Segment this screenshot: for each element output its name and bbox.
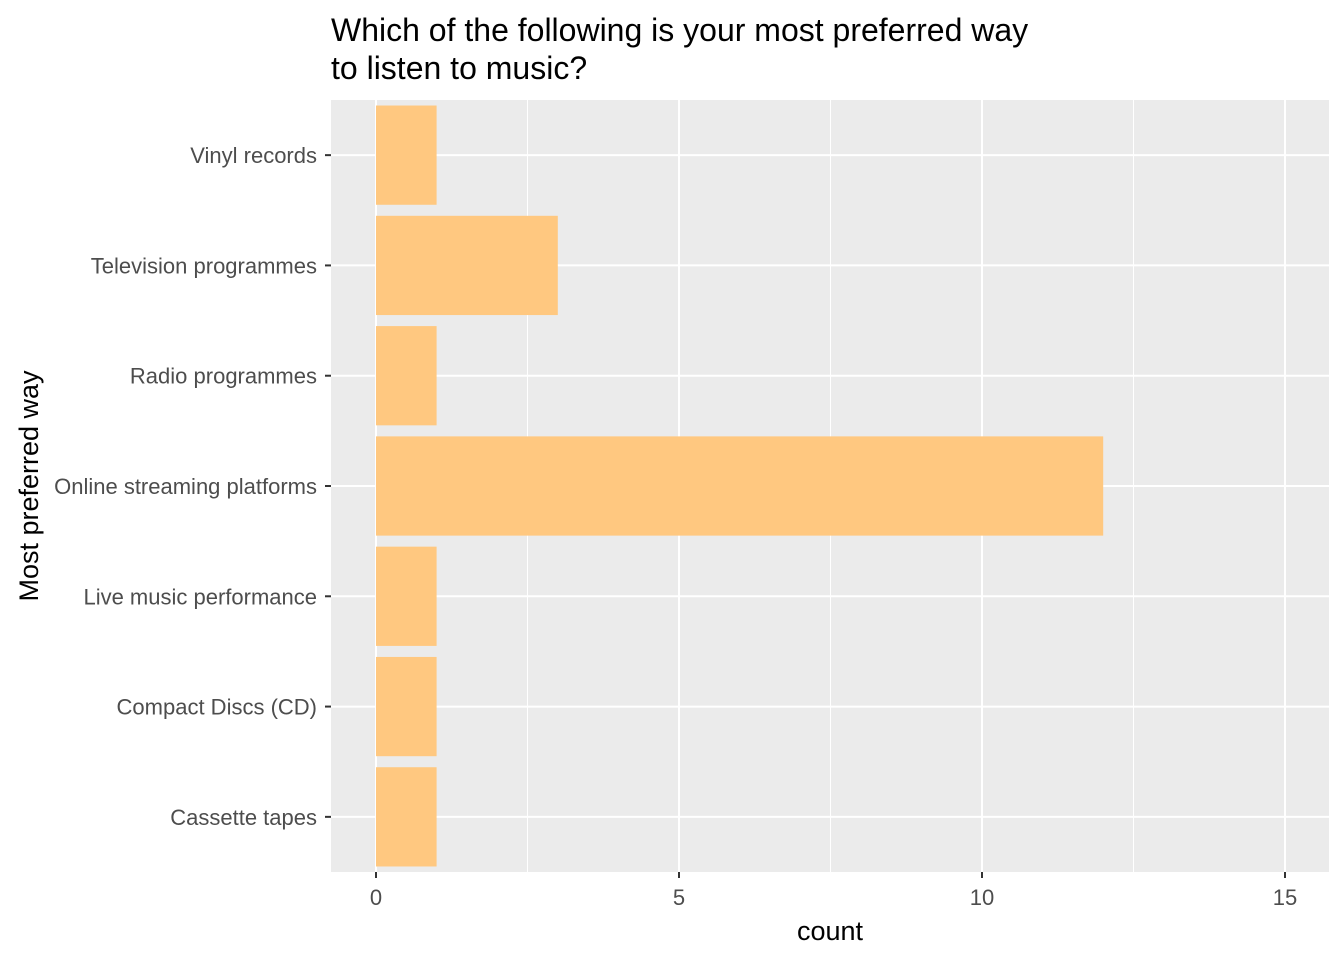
bars — [376, 105, 1104, 867]
bar — [376, 656, 437, 757]
bar — [376, 546, 437, 646]
x-tick-label: 10 — [970, 885, 994, 910]
category-label: Live music performance — [83, 584, 317, 609]
bar — [376, 105, 437, 205]
category-label: Cassette tapes — [170, 805, 317, 830]
category-label: Compact Discs (CD) — [117, 695, 317, 720]
bar — [376, 767, 437, 867]
x-tick-label: 15 — [1273, 885, 1297, 910]
chart-title-line-1: Which of the following is your most pref… — [331, 12, 1028, 48]
category-label: Vinyl records — [190, 143, 317, 168]
x-tick-label: 5 — [673, 885, 685, 910]
chart-title-line-2: to listen to music? — [331, 50, 587, 86]
bar — [376, 215, 558, 316]
x-tick-label: 0 — [370, 885, 382, 910]
bar — [376, 326, 437, 426]
x-axis-ticks: 0 5 10 15 — [370, 872, 1297, 910]
y-axis-title: Most preferred way — [14, 370, 44, 602]
bar — [376, 436, 1104, 536]
y-axis-ticks: Vinyl records Television programmes Radio … — [54, 143, 331, 830]
category-label: Radio programmes — [130, 364, 317, 389]
category-label: Online streaming platforms — [54, 474, 317, 499]
x-axis-title: count — [797, 916, 864, 946]
category-label: Television programmes — [91, 253, 317, 278]
